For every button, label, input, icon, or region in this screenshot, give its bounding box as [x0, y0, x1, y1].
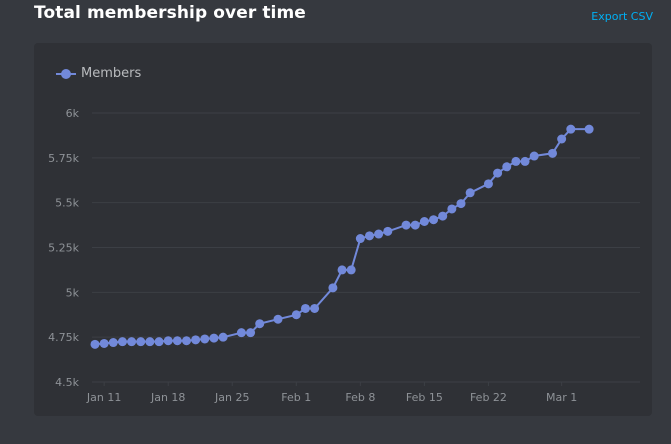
data-point[interactable]: Feb 7: 5125: [346, 265, 356, 275]
data-point[interactable]: Jan 12: 4720: [108, 338, 118, 348]
data-point[interactable]: Jan 23: 4745: [209, 333, 219, 343]
legend[interactable]: Members: [56, 66, 141, 81]
y-tick-label: 6k: [66, 107, 80, 120]
y-tick-label: 4.5k: [55, 376, 79, 389]
data-point[interactable]: Feb 26: 5730: [520, 156, 530, 166]
data-point[interactable]: Jan 13: 4725: [117, 337, 127, 347]
x-tick-label: Feb 8: [345, 391, 375, 404]
data-point[interactable]: Feb 15: 5395: [419, 216, 429, 226]
x-tick-label: Feb 1: [281, 391, 311, 404]
data-point[interactable]: Jan 17: 4725: [154, 337, 164, 347]
data-point[interactable]: Jan 10: 4710: [90, 339, 100, 349]
x-tick-label: Jan 25: [214, 391, 249, 404]
x-tick-label: Feb 15: [406, 391, 443, 404]
data-point[interactable]: Jan 21: 4735: [191, 335, 201, 345]
data-point[interactable]: Feb 17: 5425: [438, 211, 448, 221]
data-point[interactable]: Mar 1: 5855: [557, 134, 567, 144]
data-point[interactable]: Feb 20: 5555: [465, 188, 475, 198]
data-point[interactable]: Jan 11: 4715: [99, 338, 109, 348]
data-point[interactable]: Jan 28: 4825: [255, 319, 265, 329]
y-tick-label: 5.25k: [48, 242, 79, 255]
data-point[interactable]: Jan 19: 4730: [172, 336, 182, 346]
data-point[interactable]: Feb 1: 4875: [291, 310, 301, 320]
x-tick-label: Mar 1: [546, 391, 577, 404]
data-point[interactable]: Feb 8: 5300: [355, 234, 365, 244]
data-point[interactable]: Jan 22: 4740: [200, 334, 210, 344]
data-point[interactable]: Jan 27: 4775: [246, 328, 256, 338]
data-point[interactable]: Feb 16: 5405: [429, 215, 439, 225]
data-point[interactable]: Feb 24: 5700: [502, 162, 512, 172]
membership-chart: 4.5k 4.75k 5k 5.25k 5.5k 5.75k 6k Jan 11 Jan 18 J…: [48, 107, 640, 404]
y-tick-label: 5.5k: [55, 197, 79, 210]
data-point[interactable]: Jan 24: 4750: [218, 332, 228, 342]
y-tick-label: 4.75k: [48, 331, 79, 344]
data-point[interactable]: Feb 5: 5025: [328, 283, 338, 293]
x-tick-label: Jan 11: [86, 391, 121, 404]
data-point[interactable]: Mar 4: 5910: [584, 124, 594, 134]
data-point[interactable]: Jan 26: 4775: [236, 328, 246, 338]
page-title: Total membership over time: [34, 3, 306, 23]
y-tick-label: 5k: [66, 286, 80, 299]
data-point[interactable]: Feb 19: 5495: [456, 199, 466, 209]
data-point[interactable]: Feb 18: 5465: [447, 204, 457, 214]
data-point[interactable]: Feb 25: 5730: [511, 156, 521, 166]
data-point[interactable]: Feb 27: 5760: [529, 151, 539, 161]
export-csv-link[interactable]: Export CSV: [591, 10, 653, 23]
axis-labels: 4.5k 4.75k 5k 5.25k 5.5k 5.75k 6k Jan 11 Jan 18 J…: [48, 107, 577, 404]
data-point[interactable]: Jan 18: 4730: [163, 336, 173, 346]
data-point[interactable]: Jan 30: 4850: [273, 314, 283, 324]
data-point[interactable]: Feb 23: 5665: [493, 168, 503, 178]
data-point[interactable]: Feb 14: 5375: [410, 220, 420, 230]
data-point[interactable]: Mar 2: 5910: [566, 124, 576, 134]
data-point[interactable]: Feb 22: 5605: [483, 179, 493, 189]
data-point[interactable]: Feb 29: 5775: [548, 148, 557, 158]
data-point[interactable]: Jan 15: 4725: [136, 337, 146, 347]
legend-swatch-icon: [56, 68, 76, 80]
data-point[interactable]: Feb 9: 5315: [365, 231, 374, 241]
data-point[interactable]: Feb 13: 5375: [401, 220, 411, 230]
data-point[interactable]: Feb 2: 4910: [300, 303, 310, 313]
data-point[interactable]: Jan 20: 4730: [182, 336, 191, 346]
chart-panel: 4.5k 4.75k 5k 5.25k 5.5k 5.75k 6k Jan 11 Jan 18 J…: [34, 43, 652, 416]
legend-label: Members: [81, 66, 142, 81]
members-points: Jan 10: 4710Jan 11: 4715Jan 12: 4720Jan …: [90, 124, 594, 349]
data-point[interactable]: Feb 11: 5340: [383, 226, 393, 236]
x-tick-label: Jan 18: [150, 391, 185, 404]
grid-lines: [92, 112, 640, 386]
data-point[interactable]: Feb 6: 5125: [337, 265, 347, 275]
data-point[interactable]: Feb 10: 5325: [374, 229, 384, 239]
data-point[interactable]: Feb 3: 4910: [310, 303, 320, 313]
x-tick-label: Feb 22: [470, 391, 507, 404]
data-point[interactable]: Jan 16: 4725: [145, 337, 155, 347]
data-point[interactable]: Jan 14: 4725: [127, 337, 137, 347]
y-tick-label: 5.75k: [48, 152, 79, 165]
